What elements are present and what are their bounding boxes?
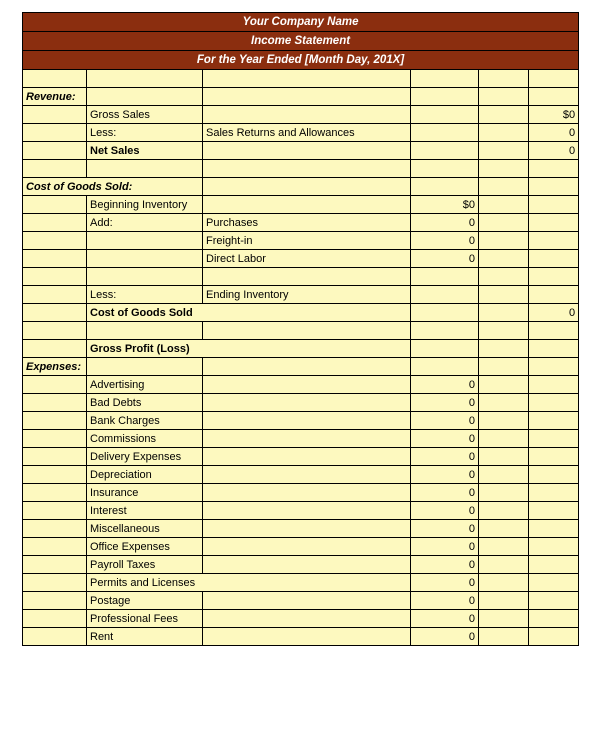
expense-label-9: Office Expenses — [87, 538, 203, 556]
expense-label-12: Postage — [87, 592, 203, 610]
expense-label-1: Bad Debts — [87, 394, 203, 412]
revenue-less-value: 0 — [529, 124, 579, 142]
revenue-less-item: Sales Returns and Allowances — [203, 124, 411, 142]
expense-value-3: 0 — [411, 430, 479, 448]
cogs-less-item: Ending Inventory — [203, 286, 411, 304]
expense-value-0: 0 — [411, 376, 479, 394]
expense-value-7: 0 — [411, 502, 479, 520]
cogs-add-label: Add: — [87, 214, 203, 232]
cogs-add-item-0: Purchases — [203, 214, 411, 232]
expense-label-4: Delivery Expenses — [87, 448, 203, 466]
expense-value-2: 0 — [411, 412, 479, 430]
cogs-add-item-1: Freight-in — [203, 232, 411, 250]
expense-label-5: Depreciation — [87, 466, 203, 484]
expense-value-1: 0 — [411, 394, 479, 412]
beginning-inventory-label: Beginning Inventory — [87, 196, 203, 214]
expense-label-14: Rent — [87, 628, 203, 646]
header-title: Income Statement — [23, 32, 579, 51]
expense-value-6: 0 — [411, 484, 479, 502]
cogs-add-item-2: Direct Labor — [203, 250, 411, 268]
expense-value-8: 0 — [411, 520, 479, 538]
expense-value-4: 0 — [411, 448, 479, 466]
expense-label-6: Insurance — [87, 484, 203, 502]
header-period: For the Year Ended [Month Day, 201X] — [23, 51, 579, 70]
cogs-total-label: Cost of Goods Sold — [87, 304, 411, 322]
revenue-less-label: Less: — [87, 124, 203, 142]
beginning-inventory-value: $0 — [411, 196, 479, 214]
expense-label-3: Commissions — [87, 430, 203, 448]
gross-sales-value: $0 — [529, 106, 579, 124]
expense-label-13: Professional Fees — [87, 610, 203, 628]
cogs-less-label: Less: — [87, 286, 203, 304]
expenses-section: Expenses: — [23, 358, 87, 376]
header-company: Your Company Name — [23, 13, 579, 32]
expense-label-8: Miscellaneous — [87, 520, 203, 538]
expense-value-11: 0 — [411, 574, 479, 592]
revenue-section: Revenue: — [23, 88, 87, 106]
expense-label-0: Advertising — [87, 376, 203, 394]
net-sales-value: 0 — [529, 142, 579, 160]
cogs-add-value-1: 0 — [411, 232, 479, 250]
expense-value-5: 0 — [411, 466, 479, 484]
expense-label-7: Interest — [87, 502, 203, 520]
expense-value-14: 0 — [411, 628, 479, 646]
cogs-add-value-0: 0 — [411, 214, 479, 232]
gross-sales-label: Gross Sales — [87, 106, 203, 124]
net-sales-label: Net Sales — [87, 142, 203, 160]
expense-label-2: Bank Charges — [87, 412, 203, 430]
expense-value-13: 0 — [411, 610, 479, 628]
expense-label-11: Permits and Licenses — [87, 574, 411, 592]
cogs-add-value-2: 0 — [411, 250, 479, 268]
expense-value-10: 0 — [411, 556, 479, 574]
cogs-total-value: 0 — [529, 304, 579, 322]
expense-label-10: Payroll Taxes — [87, 556, 203, 574]
cogs-section: Cost of Goods Sold: — [23, 178, 203, 196]
gross-profit-label: Gross Profit (Loss) — [87, 340, 411, 358]
expense-value-12: 0 — [411, 592, 479, 610]
expense-value-9: 0 — [411, 538, 479, 556]
income-statement-table: Your Company Name Income Statement For t… — [22, 12, 578, 646]
